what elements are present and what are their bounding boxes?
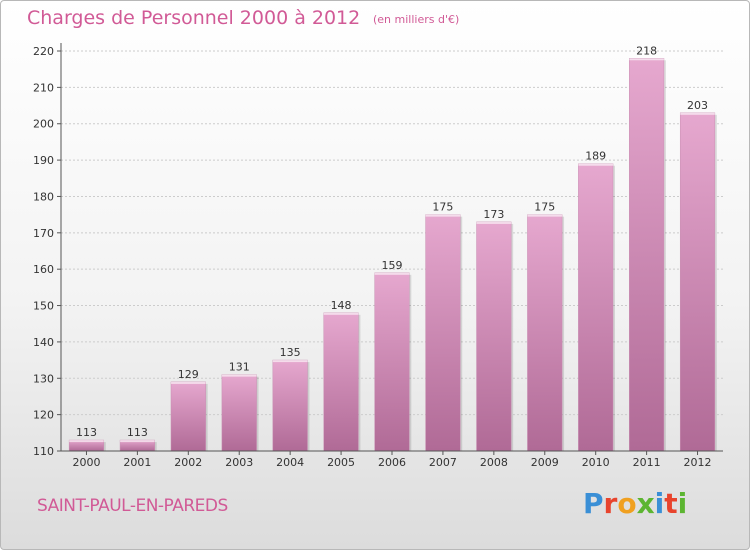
data-label: 131 <box>229 361 250 374</box>
bar-highlight <box>425 214 461 217</box>
bar-highlight <box>221 374 257 377</box>
logo-letter: i <box>677 487 688 520</box>
axes <box>57 43 723 455</box>
bar-highlight <box>680 112 715 115</box>
logo-letter: o <box>617 487 637 520</box>
x-tick-label: 2002 <box>174 456 202 469</box>
bar <box>425 214 461 452</box>
y-tick-label: 220 <box>33 45 54 58</box>
data-label: 203 <box>687 99 708 112</box>
data-label: 135 <box>280 346 301 359</box>
data-label: 113 <box>127 426 148 439</box>
x-tick-label: 2003 <box>225 456 253 469</box>
y-tick-label: 190 <box>33 154 54 167</box>
bar <box>476 221 512 452</box>
x-tick-label: 2009 <box>531 456 559 469</box>
bar-highlight <box>629 58 664 61</box>
x-tick-label: 2006 <box>378 456 406 469</box>
bar-highlight <box>578 163 614 166</box>
y-tick-label: 210 <box>33 81 54 94</box>
x-tick-label: 2005 <box>327 456 355 469</box>
bars <box>68 58 717 452</box>
bar <box>221 374 257 452</box>
y-tick-label: 140 <box>33 336 54 349</box>
proxiti-logo[interactable]: Proxiti <box>583 487 687 520</box>
logo-letter: t <box>664 487 678 520</box>
x-tick-label: 2007 <box>429 456 457 469</box>
bar-highlight <box>323 312 359 315</box>
x-tick-label: 2001 <box>123 456 151 469</box>
bar <box>629 58 665 452</box>
logo-letter: x <box>636 487 655 520</box>
x-tick-label: 2004 <box>276 456 304 469</box>
y-tick-label: 160 <box>33 263 54 276</box>
x-tick-label: 2011 <box>633 456 661 469</box>
x-tick-label: 2012 <box>684 456 712 469</box>
y-tick-label: 200 <box>33 118 54 131</box>
bar-highlight <box>374 272 410 275</box>
data-label: 113 <box>76 426 97 439</box>
bar-highlight <box>527 214 563 217</box>
bar <box>527 214 563 452</box>
bar-highlight <box>170 381 206 384</box>
data-label: 218 <box>636 44 657 57</box>
data-label: 189 <box>585 150 606 163</box>
y-tick-label: 130 <box>33 372 54 385</box>
data-label: 129 <box>178 368 199 381</box>
y-tick-label: 180 <box>33 190 54 203</box>
y-tick-label: 170 <box>33 227 54 240</box>
data-label: 173 <box>483 208 504 221</box>
logo-letter: P <box>583 487 604 520</box>
data-label: 175 <box>534 201 555 214</box>
data-label: 148 <box>331 299 352 312</box>
y-tick-label: 120 <box>33 409 54 422</box>
chart-subtitle: (en milliers d'€) <box>373 13 460 26</box>
labels: 110 120 130 140 150 160 170 180 190 200 210 220 113 2… <box>33 44 712 469</box>
chart-title: Charges de Personnel 2000 à 2012 <box>27 7 361 29</box>
data-label: 175 <box>432 201 453 214</box>
logo-letter: i <box>654 487 665 520</box>
bar <box>272 359 308 452</box>
bar-highlight <box>272 360 308 363</box>
x-tick-label: 2000 <box>72 456 100 469</box>
bar-highlight <box>476 221 512 224</box>
bar <box>679 112 716 452</box>
x-tick-label: 2010 <box>582 456 610 469</box>
y-tick-label: 110 <box>33 445 54 458</box>
bar-highlight <box>69 440 104 443</box>
logo-letter: r <box>603 487 618 520</box>
bar <box>374 272 410 452</box>
location-name: SAINT-PAUL-EN-PAREDS <box>37 496 228 516</box>
data-label: 159 <box>382 259 403 272</box>
bar <box>170 381 206 452</box>
bar-highlight <box>120 440 155 443</box>
bar <box>323 312 359 452</box>
bar <box>578 163 614 452</box>
x-tick-label: 2008 <box>480 456 508 469</box>
y-tick-label: 150 <box>33 300 54 313</box>
